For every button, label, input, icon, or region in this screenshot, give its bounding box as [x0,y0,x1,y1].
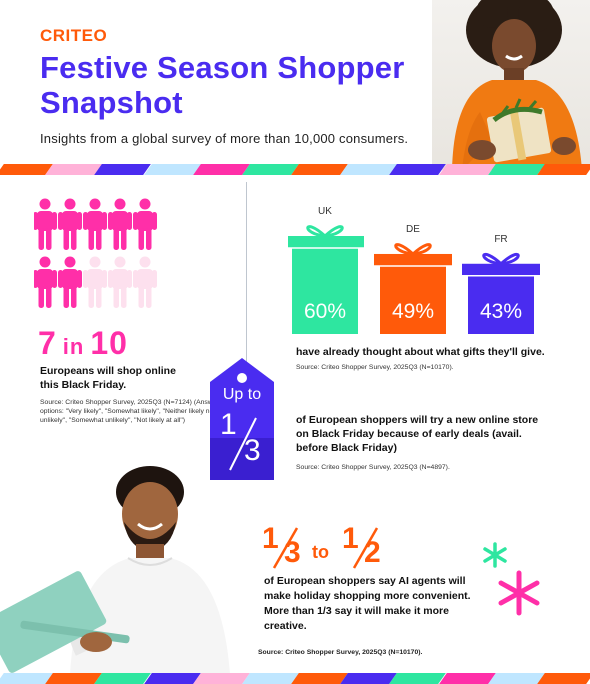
person-filled-icon [33,256,57,308]
gift-country-label: FR [494,233,508,245]
tag-fraction-num: 1 [220,408,237,441]
person-filled-icon [58,198,82,250]
ai-connector: to [312,542,329,562]
ai-from-slash [272,527,299,569]
ai-to-num: 1 [342,522,359,555]
gift-country-label: DE [406,223,420,235]
gift-percent-label: 49% [391,300,435,323]
black-friday-stat: 7 in 10 [38,325,128,362]
person-filled-icon [133,198,157,250]
gift-country-label: UK [318,206,332,217]
tag-fraction-slash [229,417,257,471]
gift-box-de [374,243,452,334]
bottom-color-stripe [0,673,590,684]
person-filled-icon [83,198,107,250]
stat-value-tail: 10 [90,325,128,361]
man-laptop-photo [0,466,230,674]
gift-percent-label: 43% [479,300,523,323]
gift-chart: UK 60% DE 49% FR 43% [288,198,558,338]
ai-agents-text: of European shoppers say AI agents will … [264,575,471,632]
ai-agents-source: Source: Criteo Shopper Survey, 2025Q3 (N… [258,649,423,656]
tag-up-to: Up to [222,386,262,403]
gift-percent-label: 60% [303,300,347,323]
black-friday-text: Europeans will shop online this Black Fr… [40,365,176,391]
ai-from-num: 1 [262,522,279,555]
new-store-text: of European shoppers will try a new onli… [296,414,539,454]
page-title: Festive Season Shopper Snapshot [40,50,405,120]
gift-box-fr [462,252,540,334]
ai-from-den: 3 [284,536,301,569]
people-grid [33,198,157,308]
green-sparkle-icon [483,542,507,568]
person-empty-icon [108,256,132,308]
price-tag-shape [210,358,274,480]
gift-box-uk [288,225,364,334]
brand-logo: CRITEO [40,26,108,45]
gift-text: have already thought about what gifts th… [296,346,545,358]
stat-value-mid: in [62,334,85,359]
ai-to-slash [352,527,379,569]
gift-source: Source: Criteo Shopper Survey, 2025Q3 (N… [296,364,454,371]
people-pictogram [33,198,164,323]
person-filled-icon [108,198,132,250]
stat-value-lead: 7 [38,325,57,361]
person-empty-icon [83,256,107,308]
tag-fraction-den: 3 [244,434,261,467]
person-filled-icon [58,256,82,308]
new-store-source: Source: Criteo Shopper Survey, 2025Q3 (N… [296,464,450,471]
page-subtitle: Insights from a global survey of more th… [40,131,409,146]
person-empty-icon [133,256,157,308]
top-color-stripe [0,164,590,175]
pink-sparkle-icon [498,570,540,616]
black-friday-source: Source: Criteo Shopper Survey, 2025Q3 (N… [40,399,219,424]
person-filled-icon [33,198,57,250]
hero-woman-photo [432,0,590,170]
ai-to-den: 2 [364,536,381,569]
price-tag: Up to 1 3 [206,356,278,482]
gift-boxes [288,225,540,334]
section-divider [246,182,247,447]
